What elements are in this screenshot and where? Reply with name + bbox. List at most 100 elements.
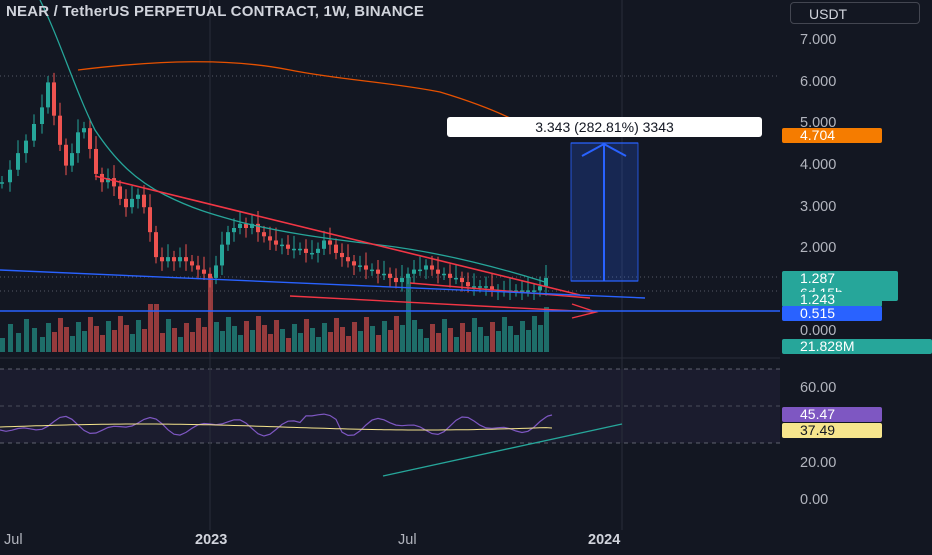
candles xyxy=(0,72,548,300)
volume-bar xyxy=(166,319,171,352)
volume-bar xyxy=(412,320,417,352)
rsi-ma-value-tag: 37.49 xyxy=(782,423,882,438)
blue-support-diagonal[interactable] xyxy=(0,269,646,299)
candle-body xyxy=(400,277,404,283)
candle-body xyxy=(232,228,236,233)
candle-body xyxy=(322,240,326,249)
volume-bar xyxy=(484,336,489,352)
red-arrow-line[interactable] xyxy=(289,295,596,313)
volume-bar xyxy=(508,326,513,352)
volume-bar xyxy=(24,319,29,352)
candle-body xyxy=(484,286,488,288)
volume-bar xyxy=(220,331,225,352)
candle-body xyxy=(124,198,128,208)
candle-body xyxy=(112,178,116,187)
volume-bar xyxy=(322,323,327,352)
candle-body xyxy=(442,273,446,276)
rsi-ma-line xyxy=(0,423,553,431)
volume-bar xyxy=(478,327,483,352)
candle-body xyxy=(142,194,146,208)
volume-bar xyxy=(400,325,405,352)
volume-bar xyxy=(32,328,37,352)
candle-body xyxy=(274,240,278,245)
volume-bar xyxy=(454,337,459,352)
volume-bar xyxy=(286,338,291,352)
volume-bar xyxy=(238,335,243,352)
volume-bar xyxy=(148,304,153,352)
candle-body xyxy=(364,265,368,270)
volume-bar xyxy=(388,330,393,352)
volume-bar xyxy=(466,332,471,352)
candle-body xyxy=(340,252,344,258)
volume-bar xyxy=(202,327,207,352)
candle-body xyxy=(292,248,296,251)
volume-bar xyxy=(430,324,435,352)
candle-body xyxy=(88,128,92,149)
candle-body xyxy=(346,257,350,262)
candle-body xyxy=(430,265,434,270)
volume-bar xyxy=(64,327,69,352)
volume-bar xyxy=(292,324,297,352)
volume-bars xyxy=(0,277,549,352)
candle-body xyxy=(130,198,134,208)
candle-body xyxy=(154,232,158,258)
volume-bar xyxy=(82,331,87,352)
volume-bar xyxy=(502,317,507,352)
level-price-tag: 1.243 xyxy=(782,292,882,307)
chart-area[interactable]: NEAR / TetherUS PERPETUAL CONTRACT, 1W, … xyxy=(0,0,780,550)
candle-body xyxy=(472,286,476,288)
candle-body xyxy=(436,269,440,274)
triangle-lower-trendline[interactable] xyxy=(409,282,591,299)
volume-bar xyxy=(172,328,177,352)
volume-bar xyxy=(160,333,165,352)
volume-bar xyxy=(40,337,45,352)
volume-bar xyxy=(94,326,99,352)
triangle-upper-trendline[interactable] xyxy=(94,175,581,296)
price-label-4: 4.000 xyxy=(800,157,837,173)
price-label-2: 2.000 xyxy=(800,240,837,256)
candle-body xyxy=(40,107,44,124)
volume-bar xyxy=(142,329,147,352)
volume-bar xyxy=(88,317,93,352)
last-price-value: 1.287 xyxy=(800,270,836,286)
candle-body xyxy=(532,290,536,292)
price-label-6: 6.000 xyxy=(800,74,837,90)
volume-bar xyxy=(136,320,141,352)
candle-body xyxy=(238,223,242,228)
slow-moving-average xyxy=(77,61,523,125)
candle-body xyxy=(334,244,338,253)
volume-bar xyxy=(316,337,321,352)
volume-bar xyxy=(448,328,453,352)
candle-body xyxy=(148,207,152,233)
currency-button[interactable]: USDT xyxy=(790,2,920,24)
candlestick-chart[interactable] xyxy=(0,0,780,550)
candle-body xyxy=(196,265,200,270)
volume-bar xyxy=(256,316,261,352)
candle-body xyxy=(160,257,164,262)
rsi-divergence-trendline[interactable] xyxy=(382,423,623,477)
volume-bar xyxy=(76,322,81,352)
volume-bar xyxy=(268,334,273,352)
candle-body xyxy=(24,140,28,154)
candle-body xyxy=(16,153,20,170)
candle-body xyxy=(520,290,524,292)
volume-bar xyxy=(352,322,357,352)
candle-body xyxy=(52,82,56,116)
rsi-value-tag: 45.47 xyxy=(782,407,882,422)
candle-body xyxy=(106,178,110,183)
volume-bar xyxy=(334,318,339,352)
candle-body xyxy=(76,132,80,154)
candle-body xyxy=(136,194,140,199)
volume-bar xyxy=(208,277,213,352)
volume-bar xyxy=(376,335,381,352)
candle-body xyxy=(406,273,410,278)
volume-bar xyxy=(190,332,195,352)
volume-bar xyxy=(532,316,537,352)
volume-bar xyxy=(226,317,231,352)
candle-body xyxy=(316,248,320,253)
volume-bar xyxy=(130,334,135,352)
volume-bar xyxy=(232,326,237,352)
candle-body xyxy=(0,182,4,184)
candle-body xyxy=(8,169,12,183)
candle-body xyxy=(544,277,548,287)
